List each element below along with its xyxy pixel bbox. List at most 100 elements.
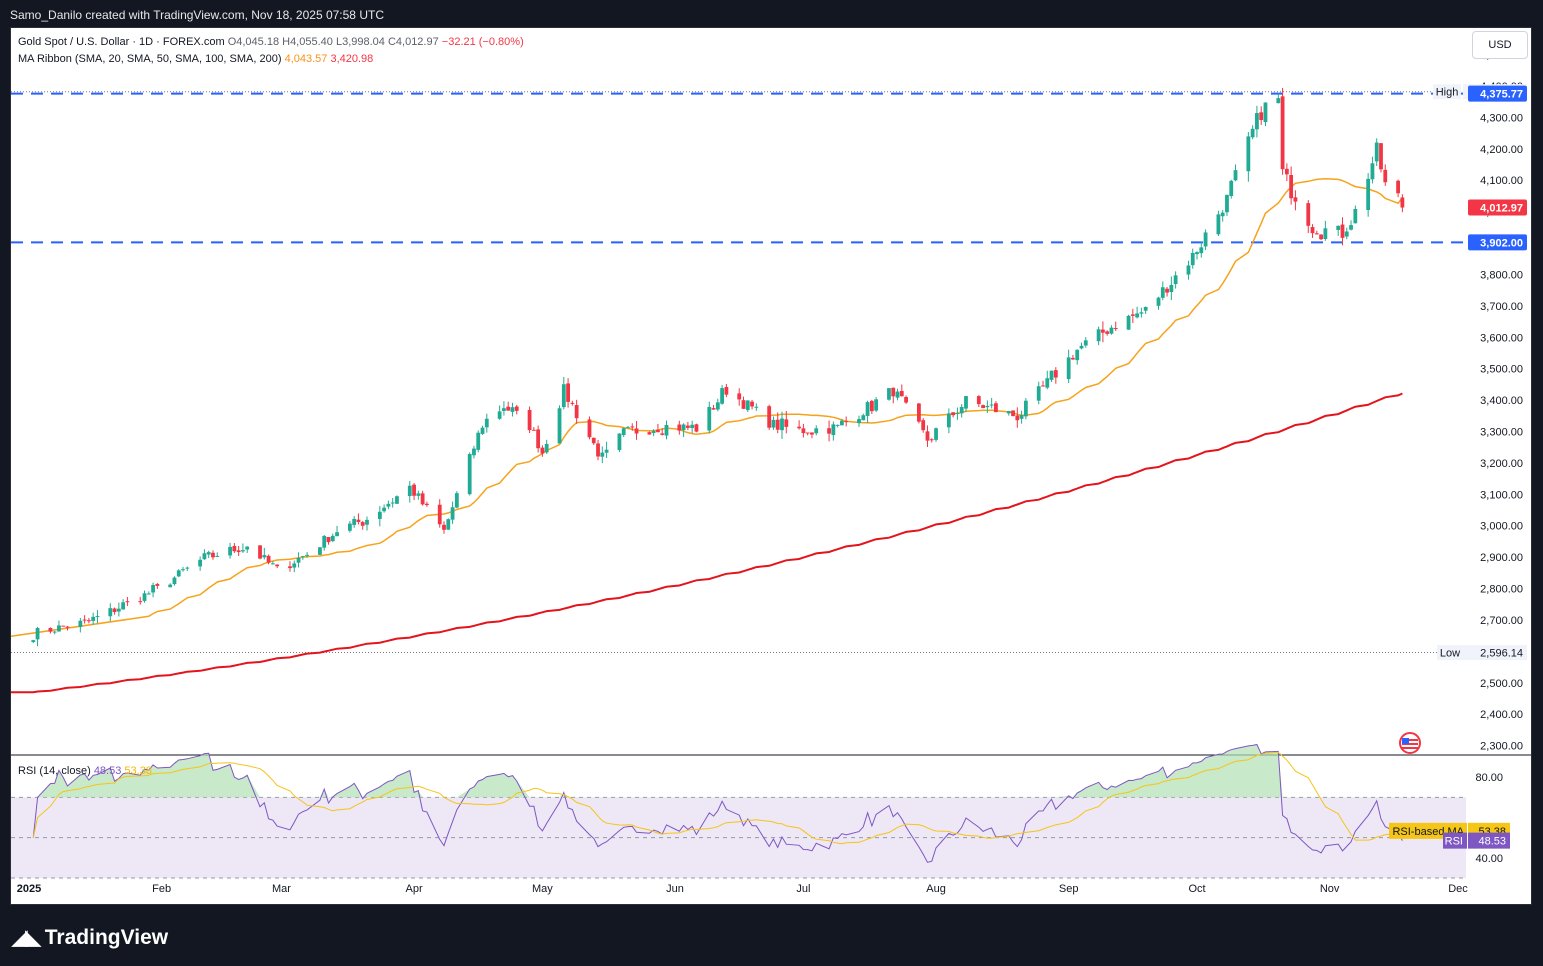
candle-body [1071, 357, 1075, 360]
candle-body [1336, 225, 1341, 230]
candle-body [35, 628, 40, 640]
candle-body [775, 419, 780, 430]
chart-canvas[interactable]: 2,300.002,400.002,500.002,600.002,700.00… [11, 28, 1532, 905]
candle [1314, 230, 1319, 235]
candle [176, 569, 181, 578]
price-tick-label: 3,200.00 [1480, 458, 1523, 470]
candle [754, 403, 759, 411]
candle [172, 576, 177, 586]
candle [236, 545, 241, 557]
candle [467, 452, 472, 496]
candle-body [1143, 306, 1148, 311]
candle [720, 384, 725, 405]
candle [561, 376, 566, 410]
candle-body [844, 421, 849, 423]
candle [741, 396, 746, 409]
price-tick-label: 2,800.00 [1480, 584, 1523, 596]
candle [1130, 308, 1135, 324]
candle [869, 399, 874, 415]
candle [1139, 307, 1144, 318]
candle-body [155, 583, 160, 586]
candle [574, 399, 579, 424]
price-tick-label: 3,400.00 [1480, 395, 1523, 407]
chart-frame[interactable]: 2,300.002,400.002,500.002,600.002,700.00… [10, 27, 1532, 905]
candle [91, 612, 96, 625]
candle [356, 513, 361, 525]
candle [1293, 190, 1298, 211]
candle [677, 420, 682, 435]
candle [1225, 194, 1229, 216]
ma20-value: 4,043.57 [284, 53, 328, 65]
candle [1255, 105, 1259, 138]
candle [1015, 407, 1020, 428]
candle [1383, 164, 1388, 186]
candle-body [1130, 314, 1135, 316]
candle [506, 401, 511, 411]
candle-body [57, 625, 61, 632]
candle [1280, 87, 1285, 175]
candle [1344, 227, 1349, 240]
candle-body [976, 396, 981, 405]
rsi-line [32, 743, 1403, 863]
candle-body [1135, 313, 1140, 318]
candle-body [690, 424, 695, 429]
candle-body [151, 584, 155, 593]
candle [215, 552, 220, 557]
currency-button[interactable]: USD [1472, 31, 1528, 59]
candle-body [442, 524, 446, 530]
tradingview-logo[interactable]: ◢◣ TradingView [12, 925, 168, 950]
candle-body [172, 577, 177, 585]
candle [61, 625, 66, 627]
candle-body [865, 402, 870, 416]
candle-body [1396, 180, 1401, 194]
candle-body [621, 428, 626, 436]
candle-body [677, 424, 682, 431]
candle [476, 430, 481, 453]
candle-body [1289, 174, 1294, 199]
candle [52, 630, 57, 635]
candle [1289, 166, 1294, 205]
candle-body [1259, 112, 1264, 121]
candle [895, 388, 900, 401]
time-tick-label: May [532, 883, 553, 895]
candle [86, 617, 91, 624]
price-tick-label: 4,300.00 [1480, 112, 1523, 124]
candle-body [891, 387, 896, 397]
candle [245, 546, 250, 553]
candle [899, 384, 904, 397]
candle-body [720, 388, 725, 404]
candle-body [647, 432, 652, 435]
candle-body [1053, 370, 1058, 378]
candle [138, 596, 143, 605]
candle [685, 421, 690, 431]
price-tick-label: 3,000.00 [1480, 521, 1523, 533]
candle-body [750, 401, 754, 407]
candle [1160, 281, 1165, 301]
candle-body [292, 563, 297, 568]
candle [527, 406, 532, 433]
us-flag-icon[interactable] [1395, 732, 1425, 754]
candle [1396, 179, 1401, 198]
candle-body [502, 408, 506, 411]
price-tick-label: 3,300.00 [1480, 426, 1523, 438]
candle-body [262, 555, 267, 558]
candle-body [1045, 378, 1050, 388]
candle [1400, 194, 1405, 213]
price-tick-label: 3,500.00 [1480, 364, 1523, 376]
candle-body [1083, 340, 1088, 346]
candle-body [1023, 400, 1028, 417]
candle-body [1284, 168, 1289, 175]
candle-body [121, 602, 126, 610]
candle-body [707, 406, 712, 431]
candle-body [1109, 327, 1114, 334]
rsi-tag-value: 48.53 [1478, 836, 1506, 848]
candle-body [450, 507, 455, 520]
candle-body [801, 428, 806, 434]
candle [1284, 163, 1289, 181]
candle [296, 552, 301, 568]
candle-body [347, 523, 352, 531]
candle [125, 596, 130, 607]
rsi-ma-line [32, 751, 1403, 845]
candle [955, 407, 960, 420]
candle [887, 388, 891, 401]
